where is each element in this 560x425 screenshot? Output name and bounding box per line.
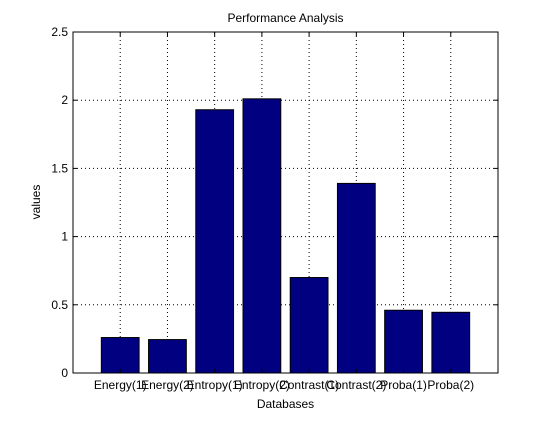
bar (242, 98, 282, 374)
bar (289, 277, 329, 374)
bar (100, 337, 140, 374)
x-tick-label: Entropy(2) (234, 378, 290, 392)
bar (336, 182, 376, 374)
axes-frame (72, 31, 499, 374)
plot-area (73, 32, 498, 373)
bar (148, 339, 187, 374)
x-tick-label: Entropy(1) (187, 378, 243, 392)
y-tick-label: 1.5 (51, 161, 68, 175)
x-axis-label: Databases (257, 397, 314, 411)
bar (384, 309, 423, 374)
y-tick-label: 1 (61, 230, 68, 244)
x-tick-label: Energy(2) (141, 378, 194, 392)
ticks: 0 0.5 1 1.5 2 2.5 Energy(1)Energy(2)Entropy(1)… (51, 25, 498, 392)
x-tick-label: Contrast(2) (326, 378, 386, 392)
x-tick-label: Proba(2) (427, 378, 474, 392)
y-axis-label: values (29, 185, 43, 220)
y-tick-label: 0 (61, 366, 68, 380)
bars (100, 98, 471, 374)
x-tick-label: Proba(1) (380, 378, 427, 392)
bar (195, 109, 235, 374)
y-tick-label: 2.5 (51, 25, 68, 39)
x-tick-label: Contrast(1) (279, 378, 339, 392)
y-tick-label: 2 (61, 93, 68, 107)
y-tick-label: 0.5 (51, 298, 68, 312)
bar (431, 311, 471, 374)
x-tick-label: Energy(1) (94, 378, 147, 392)
chart-title: Performance Analysis (227, 11, 343, 25)
